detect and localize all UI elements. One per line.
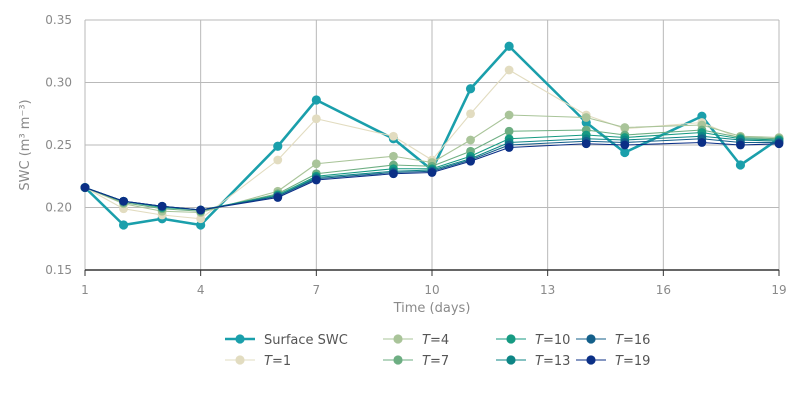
data-point xyxy=(196,205,206,215)
legend-label: T=1 xyxy=(264,354,291,369)
data-point xyxy=(581,139,591,149)
data-point xyxy=(620,140,630,150)
data-point xyxy=(504,126,514,136)
data-point xyxy=(774,139,784,149)
legend-swatch-marker xyxy=(235,355,245,365)
legend-swatch-marker xyxy=(393,355,403,365)
data-point xyxy=(736,140,745,150)
data-point xyxy=(697,111,707,121)
data-point xyxy=(504,41,514,51)
legend-swatch-marker xyxy=(506,355,516,365)
data-point xyxy=(311,175,321,185)
y-tick-label: 0.30 xyxy=(45,76,72,90)
y-tick-label: 0.20 xyxy=(45,201,72,215)
data-point xyxy=(273,193,283,202)
legend-swatch-marker xyxy=(586,334,596,344)
y-tick-label: 0.15 xyxy=(45,263,72,277)
data-point xyxy=(311,95,321,105)
data-point xyxy=(389,131,398,141)
data-point xyxy=(311,159,321,169)
legend-label: T=16 xyxy=(615,333,650,348)
legend: Surface SWC T=1 T=4 T=7 T=10 T=13 T=16 T=19 xyxy=(225,333,650,369)
y-axis-title: SWC (m³ m⁻³) xyxy=(18,99,33,190)
data-point xyxy=(273,141,283,151)
data-point xyxy=(735,160,746,170)
data-point xyxy=(427,168,437,177)
legend-item: T=19 xyxy=(576,354,650,369)
grid-layer xyxy=(84,19,780,270)
data-point xyxy=(118,220,129,230)
data-point xyxy=(196,214,206,224)
series-layer xyxy=(80,41,784,230)
legend-label: T=13 xyxy=(535,354,570,369)
legend-label: T=4 xyxy=(422,333,449,348)
data-point xyxy=(80,183,90,192)
data-point xyxy=(119,196,128,206)
data-point xyxy=(389,151,398,161)
legend-item: Surface SWC xyxy=(225,333,348,348)
data-point xyxy=(620,123,630,132)
data-point xyxy=(581,113,591,122)
legend-item: T=16 xyxy=(576,333,650,348)
legend-item: T=7 xyxy=(383,354,449,369)
data-point xyxy=(196,220,206,230)
data-point xyxy=(466,109,475,119)
x-tick-label: 7 xyxy=(313,283,321,297)
legend-label: T=10 xyxy=(535,333,570,348)
y-tick-label: 0.35 xyxy=(45,13,72,27)
data-point xyxy=(466,156,475,166)
legend-label: T=7 xyxy=(422,354,449,369)
legend-swatch-marker xyxy=(586,355,596,365)
x-tick-label: 19 xyxy=(771,283,786,297)
legend-swatch-marker xyxy=(235,334,245,344)
data-point xyxy=(504,143,514,152)
legend-swatch-marker xyxy=(393,334,403,344)
data-point xyxy=(697,138,707,147)
data-point xyxy=(504,110,514,120)
series-t-19 xyxy=(80,138,784,215)
data-point xyxy=(311,114,321,124)
data-point xyxy=(389,169,398,179)
y-tick-label: 0.25 xyxy=(45,138,72,152)
legend-item: T=4 xyxy=(383,333,449,348)
x-tick-label: 13 xyxy=(540,283,555,297)
x-tick-label: 1 xyxy=(81,283,89,297)
legend-item: T=13 xyxy=(496,354,570,369)
data-point xyxy=(273,155,283,165)
data-point xyxy=(466,135,475,145)
x-tick-label: 16 xyxy=(656,283,671,297)
legend-label: T=19 xyxy=(615,354,650,369)
legend-item: T=1 xyxy=(225,354,291,369)
data-point xyxy=(504,65,514,75)
legend-swatch-marker xyxy=(506,334,516,344)
legend-label: Surface SWC xyxy=(264,333,348,348)
x-axis-title: Time (days) xyxy=(393,301,471,316)
data-point xyxy=(620,147,630,158)
axis-layer: 0.15 0.20 0.25 0.30 0.35 1 4 7 10 13 16 19 Time (day… xyxy=(18,13,787,316)
x-tick-label: 4 xyxy=(197,283,205,297)
data-point xyxy=(157,201,167,211)
legend-item: T=10 xyxy=(496,333,570,348)
x-tick-label: 10 xyxy=(424,283,439,297)
data-point xyxy=(465,84,476,94)
